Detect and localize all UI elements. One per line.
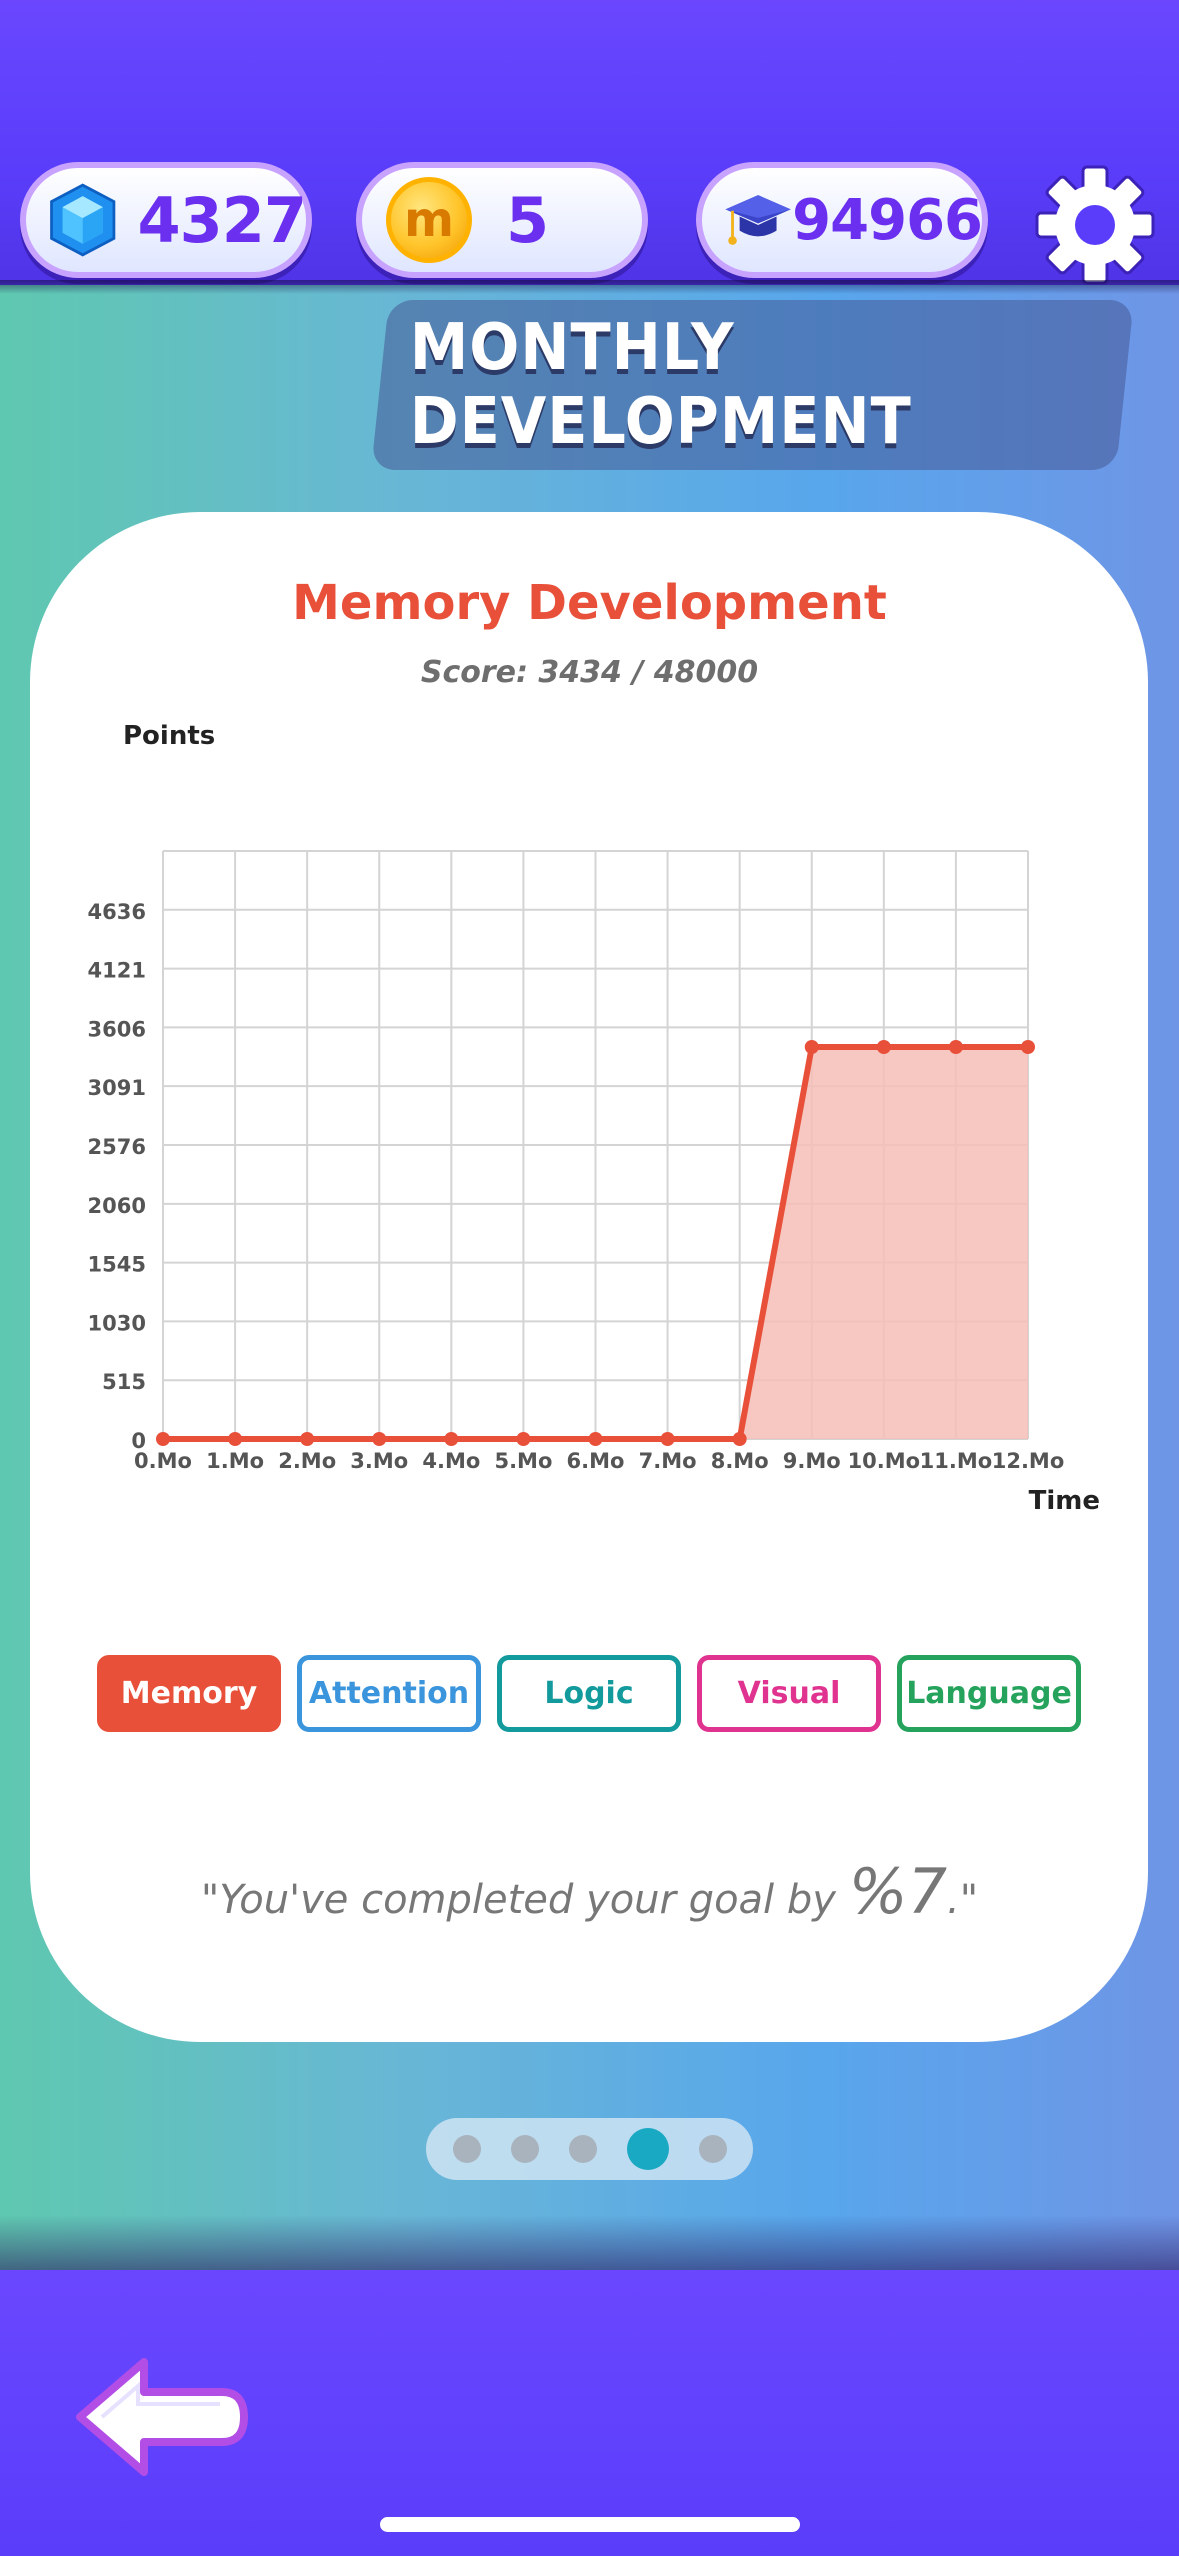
x-axis-label: Time — [1029, 1486, 1100, 1516]
x-tick-label: 6.Mo — [567, 1449, 625, 1473]
x-tick-label: 8.Mo — [711, 1449, 769, 1473]
category-button-attention[interactable]: Attention — [297, 1655, 481, 1732]
data-point — [300, 1432, 315, 1446]
development-chart: 0 515 1030 1545 2060 2576 3091 3606 4121 4636 0.Mo… — [88, 721, 1100, 1516]
quote-prefix: "You've completed your goal by — [200, 1877, 849, 1923]
y-tick-label: 4121 — [88, 959, 146, 983]
x-tick-label: 2.Mo — [278, 1449, 336, 1473]
gems-counter[interactable]: 4327 — [20, 162, 312, 278]
page-indicator[interactable] — [426, 2118, 753, 2180]
data-point — [1021, 1040, 1035, 1054]
main-bottom-shadow — [0, 2215, 1179, 2275]
gem-icon — [50, 183, 116, 257]
x-tick-label: 10.Mo — [848, 1449, 921, 1473]
data-point — [588, 1432, 603, 1446]
data-point — [732, 1432, 747, 1446]
x-tick-label: 4.Mo — [422, 1449, 480, 1473]
coin-icon: m — [386, 177, 472, 263]
category-button-memory[interactable]: Memory — [97, 1655, 281, 1732]
y-axis-label: Points — [123, 721, 215, 751]
data-point — [948, 1040, 963, 1054]
x-tick-label: 7.Mo — [639, 1449, 697, 1473]
quote-percent: %7 — [848, 1855, 948, 1928]
graduation-cap-icon — [725, 195, 791, 245]
y-tick-label: 4636 — [88, 900, 146, 924]
data-point — [876, 1040, 891, 1054]
y-tick-label: 1545 — [88, 1253, 146, 1277]
page-dot[interactable] — [568, 2135, 597, 2163]
chart-title: Memory Development — [292, 575, 887, 631]
data-point — [444, 1432, 459, 1446]
y-tick-label: 2060 — [88, 1194, 146, 1218]
x-tick-label: 1.Mo — [206, 1449, 264, 1473]
coins-value: 5 — [506, 183, 549, 257]
y-tick-label: 0 — [131, 1429, 146, 1453]
page-title-banner: MONTHLY DEVELOPMENT — [371, 300, 1134, 470]
y-tick-label: 2576 — [88, 1135, 146, 1159]
gems-value: 4327 — [137, 183, 307, 257]
data-point — [660, 1432, 675, 1446]
y-tick-label: 1030 — [88, 1311, 146, 1335]
data-point — [804, 1040, 819, 1054]
x-tick-label: 12.Mo — [992, 1449, 1065, 1473]
data-point — [156, 1432, 170, 1446]
back-arrow-icon[interactable] — [72, 2352, 252, 2482]
coins-counter[interactable]: m 5 — [356, 162, 648, 278]
page-dot[interactable] — [698, 2135, 727, 2163]
page-dot[interactable] — [510, 2135, 539, 2163]
graduation-points-counter[interactable]: 94966 — [696, 162, 988, 278]
category-button-logic[interactable]: Logic — [497, 1655, 681, 1732]
data-point — [516, 1432, 531, 1446]
category-button-visual[interactable]: Visual — [697, 1655, 881, 1732]
coin-symbol: m — [403, 192, 454, 248]
gear-icon[interactable] — [1030, 160, 1160, 290]
goal-quote: "You've completed your goal by %7." — [0, 1855, 1179, 1928]
top-bar-shadow — [0, 280, 1179, 294]
area-fill — [163, 1047, 1028, 1439]
page-title: MONTHLY DEVELOPMENT — [409, 311, 912, 459]
category-button-language[interactable]: Language — [897, 1655, 1081, 1732]
page-dot[interactable] — [452, 2135, 481, 2163]
y-tick-label: 515 — [102, 1370, 146, 1394]
x-tick-label: 3.Mo — [350, 1449, 408, 1473]
x-tick-label: 0.Mo — [134, 1449, 192, 1473]
x-tick-label: 11.Mo — [920, 1449, 993, 1473]
home-indicator — [380, 2517, 800, 2532]
quote-suffix: ." — [947, 1877, 979, 1923]
x-tick-label: 5.Mo — [494, 1449, 552, 1473]
y-tick-label: 3091 — [88, 1076, 146, 1100]
chart-subtitle: Score: 3434 / 48000 — [420, 655, 759, 690]
y-tick-label: 3606 — [88, 1017, 146, 1041]
data-point — [228, 1432, 243, 1446]
graduation-points-value: 94966 — [792, 187, 983, 253]
data-point — [372, 1432, 387, 1446]
x-tick-label: 9.Mo — [783, 1449, 841, 1473]
page-dot[interactable] — [626, 2128, 669, 2170]
